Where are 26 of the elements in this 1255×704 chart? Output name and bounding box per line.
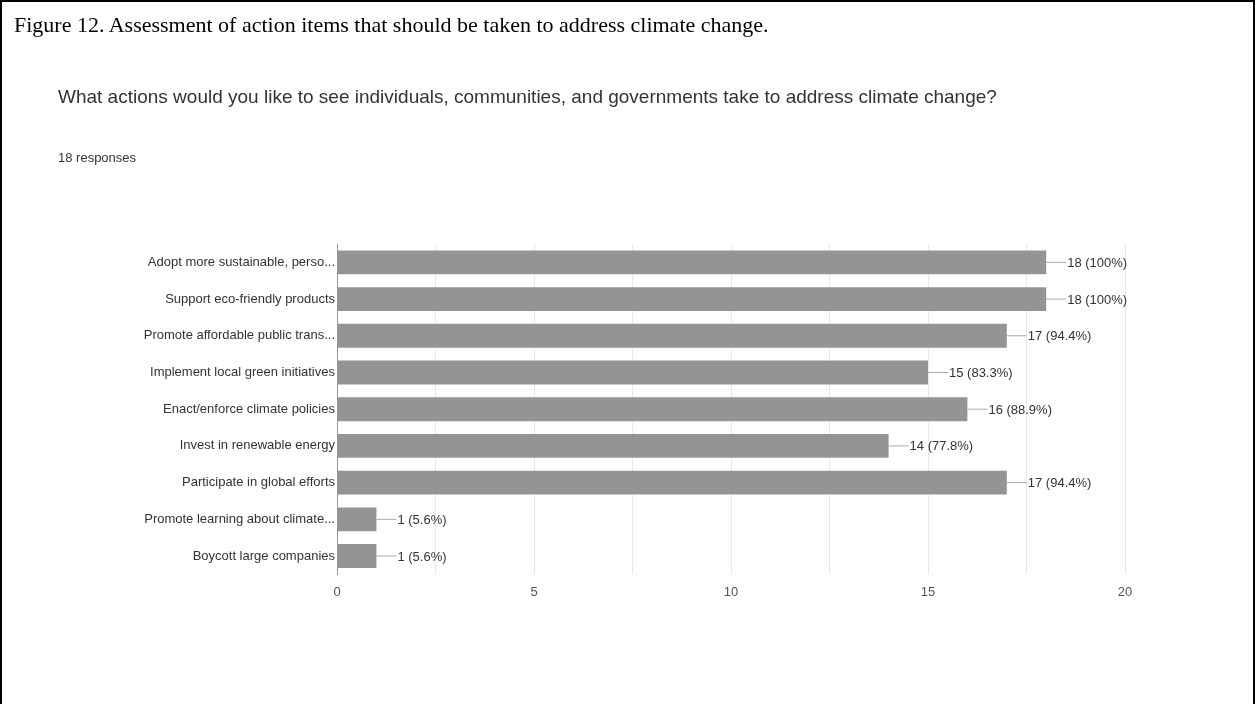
y-tick-label: Promote learning about climate... <box>144 510 335 526</box>
x-tick-label: 0 <box>333 583 341 599</box>
y-tick-label: Boycott large companies <box>192 547 336 563</box>
caption: Figure 12. Assessment of action items that should be taken to address climate change. <box>14 12 769 38</box>
y-tick-label: Adopt more sustainable, perso... <box>147 253 335 269</box>
data-label: 17 (94.4%) <box>1027 328 1092 344</box>
data-label: 17 (94.4%) <box>1027 475 1092 491</box>
data-label: 1 (5.6%) <box>397 548 447 564</box>
data-label: 16 (88.9%) <box>988 401 1052 417</box>
text: 18 responses <box>58 150 137 165</box>
data-label: 18 (100%) <box>1067 254 1128 270</box>
x-tick-label: 5 <box>530 583 538 599</box>
y-tick-label: Participate in global efforts <box>182 474 336 490</box>
data-label: 15 (83.3%) <box>949 365 1013 381</box>
y-tick-label: Support eco-friendly products <box>165 290 336 306</box>
x-tick-label: 15 <box>920 583 936 599</box>
chart-title: What actions would you like to see individuals, communities, and governments take to address climate change? <box>58 85 998 109</box>
y-tick-label: Enact/enforce climate policies <box>163 400 336 416</box>
x-tick-label: 10 <box>723 583 739 599</box>
data-label: 14 (77.8%) <box>909 438 974 454</box>
y-tick-label: Invest in renewable energy <box>179 437 336 453</box>
y-tick-label: Promote affordable public trans... <box>143 327 335 343</box>
y-tick-label: Implement local green initiatives <box>150 364 336 380</box>
x-tick-label: 20 <box>1117 583 1133 599</box>
data-label: 18 (100%) <box>1067 291 1128 307</box>
data-label: 1 (5.6%) <box>397 511 447 527</box>
